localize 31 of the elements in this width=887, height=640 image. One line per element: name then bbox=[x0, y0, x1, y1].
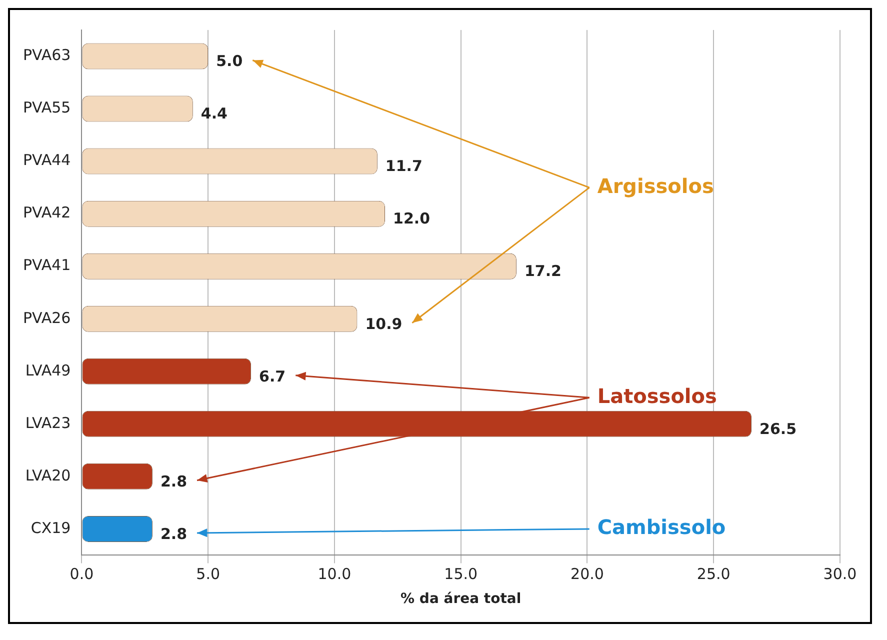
y-tick-label: CX19 bbox=[30, 518, 71, 537]
x-axis-title: % da área total bbox=[400, 591, 522, 608]
data-label: 2.8 bbox=[160, 472, 188, 490]
annotation: Latossolos bbox=[597, 384, 717, 408]
y-tick-label: PVA55 bbox=[22, 98, 71, 117]
x-tick-label: 0.0 bbox=[70, 565, 94, 584]
data-label: 2.8 bbox=[160, 524, 188, 543]
y-tick-label: LVA20 bbox=[25, 466, 71, 484]
y-tick-label: LVA49 bbox=[25, 361, 71, 380]
x-tick-label: 10.0 bbox=[318, 565, 352, 584]
y-tick-label: LVA23 bbox=[25, 414, 71, 432]
data-label: 12.0 bbox=[393, 210, 430, 228]
data-label: 4.4 bbox=[200, 104, 228, 123]
data-label: 10.9 bbox=[365, 314, 402, 333]
y-tick-label: PVA63 bbox=[22, 46, 71, 64]
data-label: 6.7 bbox=[259, 367, 286, 386]
y-tick-label: PVA44 bbox=[22, 151, 71, 170]
data-label: 5.0 bbox=[216, 52, 243, 70]
x-tick-label: 30.0 bbox=[823, 565, 857, 584]
y-tick-label: PVA26 bbox=[22, 308, 71, 327]
y-tick-label: PVA41 bbox=[22, 256, 71, 274]
x-tick-label: 25.0 bbox=[696, 565, 730, 584]
x-tick-label: 20.0 bbox=[570, 565, 604, 584]
data-label: 17.2 bbox=[524, 262, 562, 280]
y-tick-label: PVA42 bbox=[22, 204, 71, 222]
data-label: 11.7 bbox=[385, 157, 422, 176]
annotation: Argissolos bbox=[597, 174, 714, 198]
x-tick-label: 5.0 bbox=[196, 565, 220, 584]
annotation: Cambissolo bbox=[597, 515, 726, 540]
x-tick-label: 15.0 bbox=[444, 565, 478, 584]
data-label: 26.5 bbox=[760, 420, 797, 438]
